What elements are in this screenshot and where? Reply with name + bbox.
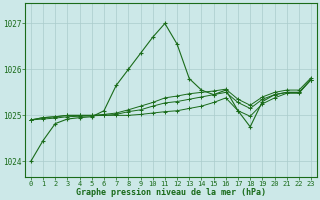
X-axis label: Graphe pression niveau de la mer (hPa): Graphe pression niveau de la mer (hPa) xyxy=(76,188,266,197)
